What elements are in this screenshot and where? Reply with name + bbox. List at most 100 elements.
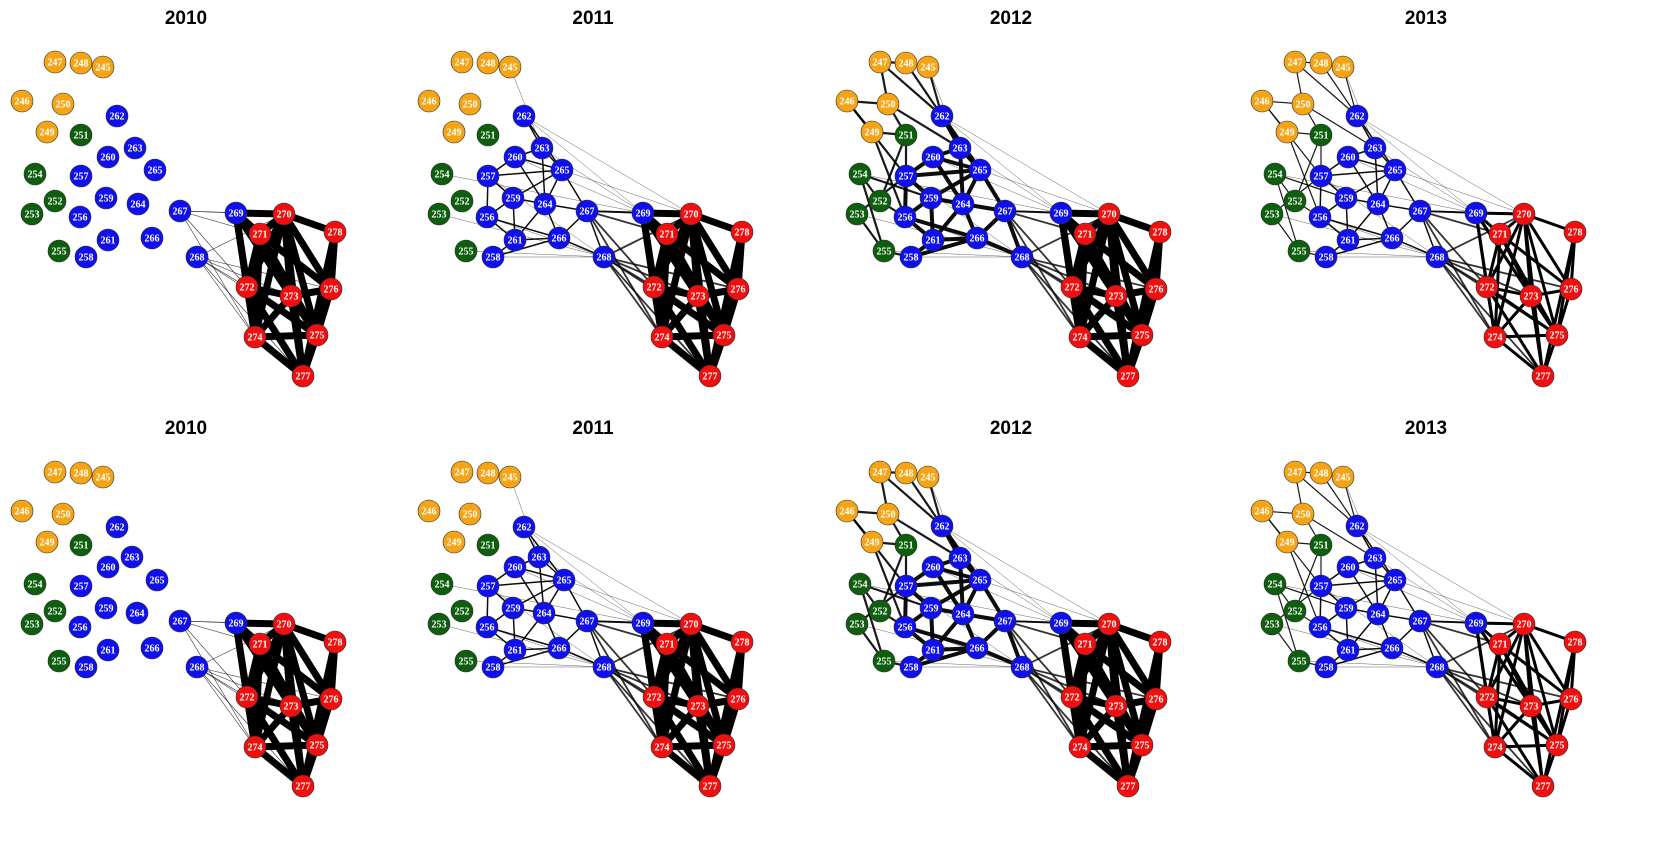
network-edge xyxy=(257,231,334,292)
node-circle xyxy=(476,574,500,598)
node-label: 262 xyxy=(517,112,532,123)
node-277: 277 xyxy=(1116,364,1140,388)
node-circle xyxy=(96,145,120,169)
node-label: 278 xyxy=(1153,228,1168,239)
node-circle xyxy=(1563,630,1587,654)
node-label: 250 xyxy=(463,510,478,521)
node-circle xyxy=(51,502,75,526)
node-250: 250 xyxy=(1291,502,1315,526)
node-label: 260 xyxy=(508,563,523,574)
network-edge xyxy=(858,583,886,662)
node-circle xyxy=(894,164,918,188)
node-270: 270 xyxy=(272,612,296,636)
node-circle xyxy=(1144,687,1168,711)
node-circle xyxy=(655,632,679,656)
node-label: 269 xyxy=(1469,209,1484,220)
node-264: 264 xyxy=(125,601,149,625)
node-label: 248 xyxy=(1314,59,1329,70)
node-label: 256 xyxy=(73,213,88,224)
node-246: 246 xyxy=(417,499,441,523)
node-273: 273 xyxy=(1519,284,1543,308)
node-circle xyxy=(1363,546,1387,570)
node-label: 247 xyxy=(1288,58,1303,69)
node-270: 270 xyxy=(1097,612,1121,636)
node-label: 271 xyxy=(1078,230,1093,241)
network-edge xyxy=(1302,513,1376,559)
node-label: 246 xyxy=(422,507,437,518)
node-label: 272 xyxy=(1065,693,1080,704)
node-256: 256 xyxy=(893,615,917,639)
node-circle xyxy=(1283,460,1307,484)
network-edge xyxy=(523,115,644,214)
node-circle xyxy=(417,89,441,113)
node-label: 277 xyxy=(1536,782,1551,793)
node-circle xyxy=(243,735,267,759)
node-label: 265 xyxy=(1388,166,1403,177)
node-label: 250 xyxy=(881,510,896,521)
node-circle xyxy=(642,685,666,709)
node-circle xyxy=(145,568,169,592)
node-label: 253 xyxy=(1265,210,1280,221)
node-circle xyxy=(698,774,722,798)
node-255: 255 xyxy=(47,239,71,263)
node-248: 248 xyxy=(894,51,918,75)
node-label: 254 xyxy=(435,580,450,591)
node-label: 261 xyxy=(1341,236,1356,247)
network-edge xyxy=(878,544,908,612)
node-circle xyxy=(872,649,896,673)
node-label: 254 xyxy=(1268,170,1283,181)
node-269: 269 xyxy=(1049,611,1073,635)
panel-title: 2010 xyxy=(165,8,207,29)
node-circle xyxy=(235,275,259,299)
node-circle xyxy=(845,202,869,226)
network-edge xyxy=(538,556,644,624)
node-254: 254 xyxy=(430,162,454,186)
node-circle xyxy=(1309,123,1333,147)
node-261: 261 xyxy=(96,638,120,662)
network-edge xyxy=(658,623,695,748)
network-edge xyxy=(492,237,560,258)
node-circle xyxy=(1283,189,1307,213)
node-circle xyxy=(968,568,992,592)
node-265: 265 xyxy=(968,158,992,182)
network-edge xyxy=(1485,696,1545,787)
node-label: 272 xyxy=(647,693,662,704)
node-circle xyxy=(427,202,451,226)
node-278: 278 xyxy=(1563,630,1587,654)
node-circle xyxy=(120,545,144,569)
node-278: 278 xyxy=(323,220,347,244)
node-label: 268 xyxy=(1430,663,1445,674)
network-panel-2010: 2010 245 246 247 248 249 250 251 252 253 254 255 256… xyxy=(10,8,347,388)
node-label: 278 xyxy=(328,228,343,239)
node-278: 278 xyxy=(1148,630,1172,654)
node-label: 275 xyxy=(310,331,325,342)
node-label: 266 xyxy=(970,234,985,245)
node-260: 260 xyxy=(96,555,120,579)
node-270: 270 xyxy=(272,202,296,226)
node-label: 275 xyxy=(1550,331,1565,342)
node-label: 273 xyxy=(1109,702,1124,713)
node-269: 269 xyxy=(631,611,655,635)
node-267: 267 xyxy=(993,609,1017,633)
node-circle xyxy=(848,162,872,186)
network-edge xyxy=(1522,213,1559,336)
network-edge xyxy=(1356,115,1477,214)
node-circle xyxy=(323,220,347,244)
network-edge xyxy=(244,695,306,788)
node-circle xyxy=(1408,199,1432,223)
node-274: 274 xyxy=(243,325,267,349)
node-label: 260 xyxy=(1341,563,1356,574)
network-edge xyxy=(487,579,565,587)
node-circle xyxy=(1488,632,1512,656)
node-251: 251 xyxy=(476,123,500,147)
network-edge xyxy=(523,526,644,624)
node-circle xyxy=(860,120,884,144)
node-275: 275 xyxy=(1545,323,1569,347)
node-circle xyxy=(1291,502,1315,526)
node-275: 275 xyxy=(1545,733,1569,757)
network-edge xyxy=(941,115,1062,214)
node-circle xyxy=(1512,612,1536,636)
node-label: 266 xyxy=(1385,644,1400,655)
node-label: 250 xyxy=(56,510,71,521)
network-edge xyxy=(879,61,943,117)
